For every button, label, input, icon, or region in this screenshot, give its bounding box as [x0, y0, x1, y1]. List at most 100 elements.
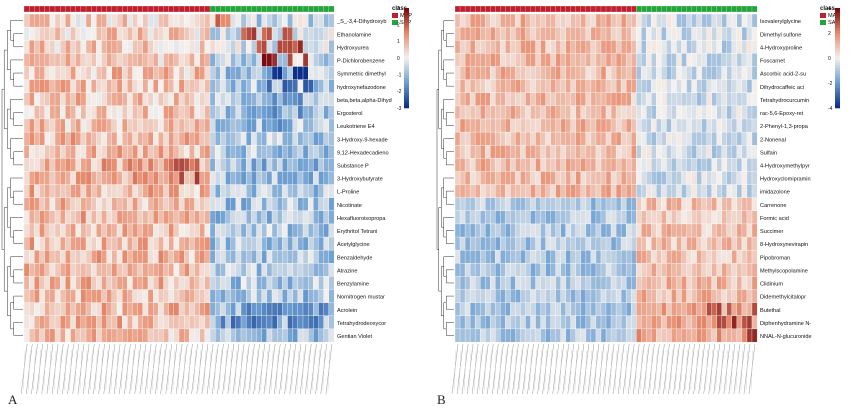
heatmap-cell [459, 145, 466, 159]
heatmap-cell [240, 249, 247, 264]
heatmap-cell [646, 171, 652, 185]
heatmap-cell [251, 158, 257, 172]
heatmap-cell [23, 92, 30, 107]
heatmap-cell [111, 210, 118, 225]
colorbar-segment [835, 55, 840, 59]
heatmap-cell [39, 328, 45, 343]
heatmap-cell [711, 315, 718, 330]
heatmap-cell [706, 223, 713, 238]
heatmap-cell [736, 276, 743, 290]
heatmap-cell [656, 289, 662, 303]
heatmap-cell [183, 276, 190, 290]
heatmap-cell [585, 276, 592, 290]
sample-label-trace [84, 349, 88, 391]
heatmap-cell [560, 197, 567, 212]
class-bar-cell [590, 5, 597, 13]
heatmap-row [454, 210, 758, 225]
heatmap-cell [454, 289, 461, 303]
heatmap-cell [479, 302, 486, 317]
dendrogram-branch [13, 33, 23, 48]
heatmap-cell [132, 79, 138, 94]
heatmap-cell [287, 263, 293, 277]
heatmap-cell [696, 328, 702, 343]
heatmap-cell [686, 118, 692, 133]
heatmap-cell [721, 289, 728, 303]
heatmap-cell [173, 315, 180, 330]
class-bar-cell [318, 5, 324, 13]
heatmap-cell [545, 302, 551, 317]
heatmap-cell [530, 249, 536, 264]
heatmap-cell [75, 236, 82, 251]
heatmap-cell [183, 53, 190, 67]
heatmap-cell [173, 92, 180, 107]
heatmap-cell [751, 92, 758, 107]
heatmap-cell [204, 236, 211, 251]
heatmap-cell [235, 145, 242, 159]
heatmap-cell [706, 210, 713, 225]
sample-label-trace [22, 349, 26, 391]
heatmap-cell [741, 184, 748, 199]
heatmap-cell [636, 289, 642, 303]
heatmap-cell [34, 26, 40, 41]
heatmap-cell [726, 118, 733, 133]
heatmap-cell [716, 118, 723, 133]
heatmap-cell [610, 13, 617, 28]
heatmap-cell [525, 289, 531, 303]
heatmap-cell [726, 302, 733, 317]
heatmap-cell [158, 210, 164, 225]
heatmap-cell [590, 79, 597, 94]
heatmap-cell [121, 328, 128, 343]
heatmap-cell [555, 131, 562, 146]
heatmap-cell [85, 328, 92, 343]
heatmap-cell [469, 184, 476, 199]
heatmap-cell [575, 249, 582, 264]
heatmap-cell [328, 66, 335, 80]
heatmap-cell [282, 118, 288, 133]
heatmap-cell [101, 171, 107, 185]
heatmap-cell [630, 276, 637, 290]
heatmap-cell [666, 92, 672, 107]
heatmap-cell [54, 40, 61, 54]
heatmap-cell [726, 66, 733, 80]
heatmap-cell [741, 210, 748, 225]
heatmap-cell [666, 289, 672, 303]
heatmap-cell [646, 53, 652, 67]
heatmap-cell [142, 236, 149, 251]
heatmap-cell [142, 66, 149, 80]
heatmap-cell [65, 158, 71, 172]
heatmap-cell [565, 105, 572, 120]
heatmap-cell [85, 13, 92, 28]
heatmap-cell [142, 263, 149, 277]
heatmap-cell [261, 184, 268, 199]
heatmap-cell [746, 263, 753, 277]
heatmap-cell [630, 302, 637, 317]
heatmap-cell [271, 276, 278, 290]
heatmap-cell [721, 263, 728, 277]
heatmap-cell [540, 79, 546, 94]
heatmap-cell [691, 302, 697, 317]
heatmap-cell [111, 53, 118, 67]
heatmap-cell [261, 328, 268, 343]
heatmap-cell [615, 197, 622, 212]
heatmap-cell [646, 315, 652, 330]
heatmap-cell [515, 328, 521, 343]
heatmap-row [23, 79, 335, 94]
heatmap-cell [691, 276, 697, 290]
heatmap-cell [505, 118, 511, 133]
heatmap-cell [44, 302, 51, 317]
class-bar-cell [585, 5, 592, 13]
heatmap-cell [189, 236, 195, 251]
heatmap-cell [173, 171, 180, 185]
heatmap-cell [580, 223, 587, 238]
heatmap-cell [721, 223, 728, 238]
colorbar-segment [404, 88, 409, 91]
heatmap-cell [495, 184, 501, 199]
heatmap-cell [666, 79, 672, 94]
heatmap-cell [641, 302, 647, 317]
heatmap-cell [716, 66, 723, 80]
heatmap-cell [158, 131, 164, 146]
heatmap-cell [474, 26, 481, 41]
colorbar-segment [835, 45, 840, 49]
heatmap-cell [505, 249, 511, 264]
